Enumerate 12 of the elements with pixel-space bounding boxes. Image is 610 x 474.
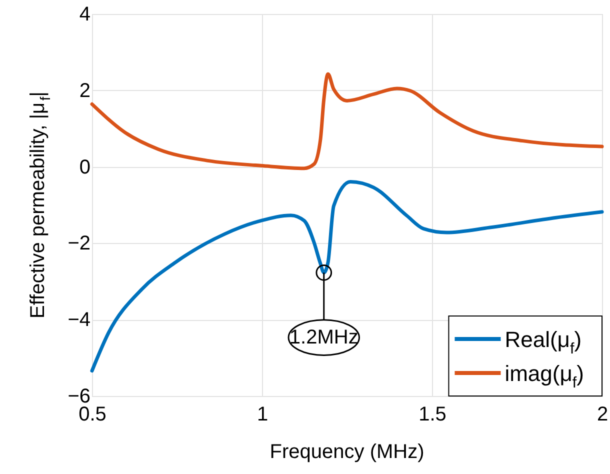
annotation: 1.2MHz bbox=[289, 326, 358, 349]
y-tick-label: 4 bbox=[79, 4, 90, 26]
y-tick-label: −2 bbox=[68, 232, 90, 255]
x-tick-label: 1.5 bbox=[418, 404, 446, 426]
x-tick-label: 1 bbox=[256, 404, 268, 426]
y-tick-label: 2 bbox=[79, 80, 90, 102]
y-tick-label: −4 bbox=[68, 309, 90, 332]
y-tick-label: 0 bbox=[79, 156, 90, 178]
x-tick-label: 2 bbox=[596, 404, 608, 426]
line-series bbox=[90, 72, 604, 170]
y-axis-title: Effective permeability, |μf| bbox=[27, 92, 53, 318]
x-axis-title: Frequency (MHz) bbox=[270, 441, 424, 463]
